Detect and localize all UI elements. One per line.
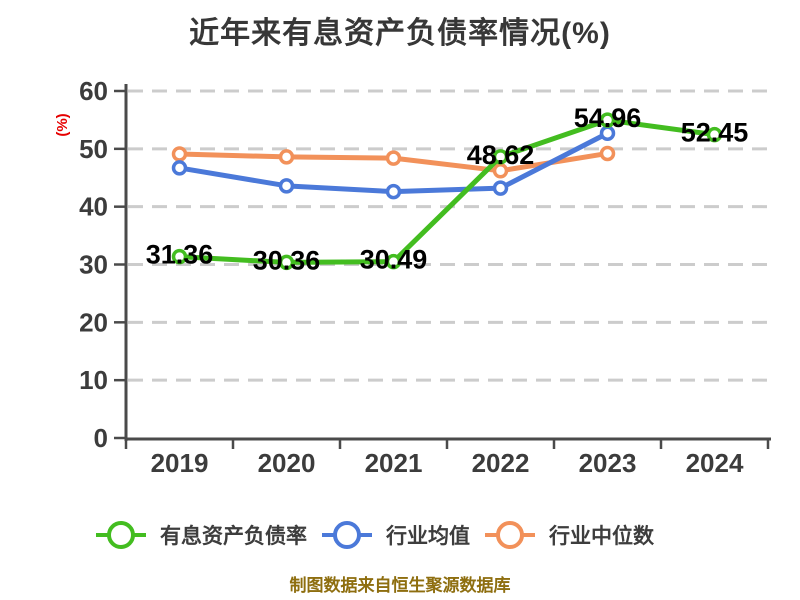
y-tick-label: 50	[79, 134, 108, 164]
data-point-series-2	[278, 149, 295, 165]
data-label: 48.62	[467, 140, 535, 170]
legend-marker-icon	[485, 521, 535, 549]
data-point-series-1	[278, 178, 295, 194]
data-point-series-2	[385, 150, 402, 166]
y-tick-label: 0	[94, 423, 108, 453]
y-tick-label: 10	[79, 365, 108, 395]
legend-label: 行业中位数	[549, 525, 654, 548]
data-point-series-0	[171, 248, 188, 265]
legend-item-series-2: 行业中位数	[484, 519, 654, 551]
data-label: 54.96	[574, 103, 642, 133]
y-tick-label: 40	[79, 192, 108, 222]
x-tick-label: 2021	[365, 448, 423, 478]
data-point-series-0	[278, 254, 295, 271]
x-tick-label: 2024	[686, 448, 744, 478]
data-point-series-1	[385, 183, 402, 200]
data-point-series-0	[492, 149, 509, 165]
legend-marker-icon	[322, 521, 372, 549]
x-tick-label: 2022	[472, 448, 530, 478]
x-tick-label: 2019	[151, 448, 209, 478]
data-point-series-0	[706, 126, 723, 143]
data-label: 30.49	[360, 245, 428, 275]
legend-label: 有息资产负债率	[160, 525, 307, 548]
data-point-series-0	[599, 112, 616, 128]
data-label: 31.36	[146, 240, 214, 270]
data-point-series-0	[385, 253, 402, 270]
legend-item-series-1: 行业均值	[321, 519, 470, 551]
y-tick-label: 60	[79, 76, 108, 106]
legend-label: 行业均值	[386, 525, 470, 548]
data-point-series-2	[171, 146, 188, 162]
chart-title: 近年来有息资产负债率情况(%)	[189, 17, 611, 50]
legend-marker-icon	[96, 521, 146, 549]
x-tick-label: 2023	[579, 448, 637, 478]
data-point-series-2	[599, 145, 616, 162]
y-tick-label: 20	[79, 307, 108, 337]
y-axis-label: (%)	[53, 113, 71, 137]
data-label: 30.36	[253, 245, 321, 275]
data-point-series-2	[492, 163, 509, 179]
y-tick-label: 30	[79, 250, 108, 280]
legend-item-series-0: 有息资产负债率	[95, 519, 307, 551]
data-label: 52.45	[681, 118, 749, 148]
footer-credit: 制图数据来自恒生聚源数据库	[289, 576, 511, 595]
series-line-0	[177, 117, 717, 265]
chart-legend: 有息资产负债率 行业均值 行业中位数	[95, 519, 654, 551]
data-point-series-1	[492, 180, 509, 196]
data-point-series-1	[171, 160, 188, 176]
x-tick-label: 2020	[258, 448, 316, 478]
